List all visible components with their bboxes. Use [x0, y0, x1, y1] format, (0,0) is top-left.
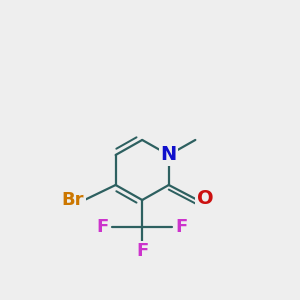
Text: O: O [197, 189, 213, 208]
Text: F: F [97, 218, 109, 236]
Text: F: F [175, 218, 188, 236]
Text: F: F [136, 242, 148, 260]
Text: N: N [160, 146, 177, 164]
Text: Br: Br [62, 191, 84, 209]
